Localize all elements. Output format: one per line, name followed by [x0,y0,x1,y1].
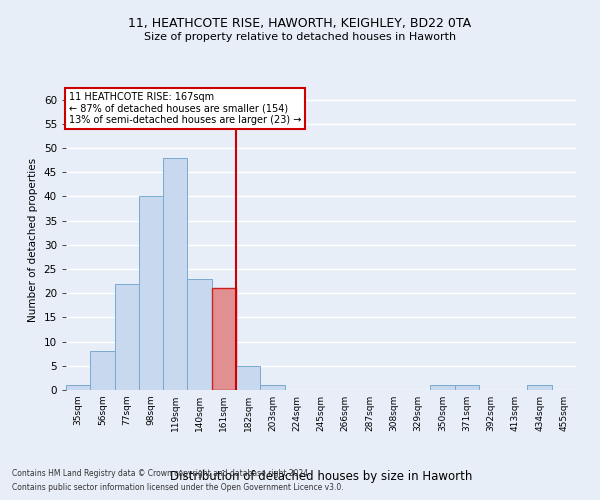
Bar [527,385,552,390]
Y-axis label: Number of detached properties: Number of detached properties [28,158,38,322]
Bar [139,196,163,390]
Bar [236,366,260,390]
Bar [430,385,455,390]
Text: Contains HM Land Registry data © Crown copyright and database right 2024.: Contains HM Land Registry data © Crown c… [12,468,311,477]
Bar [212,288,236,390]
Text: Size of property relative to detached houses in Haworth: Size of property relative to detached ho… [144,32,456,42]
Bar [260,385,284,390]
Bar [115,284,139,390]
Text: 11, HEATHCOTE RISE, HAWORTH, KEIGHLEY, BD22 0TA: 11, HEATHCOTE RISE, HAWORTH, KEIGHLEY, B… [128,18,472,30]
Text: Contains public sector information licensed under the Open Government Licence v3: Contains public sector information licen… [12,484,344,492]
Bar [66,385,90,390]
Text: 11 HEATHCOTE RISE: 167sqm
← 87% of detached houses are smaller (154)
13% of semi: 11 HEATHCOTE RISE: 167sqm ← 87% of detac… [68,92,301,124]
Bar [187,278,212,390]
Bar [163,158,187,390]
X-axis label: Distribution of detached houses by size in Haworth: Distribution of detached houses by size … [170,470,472,483]
Bar [90,352,115,390]
Bar [455,385,479,390]
